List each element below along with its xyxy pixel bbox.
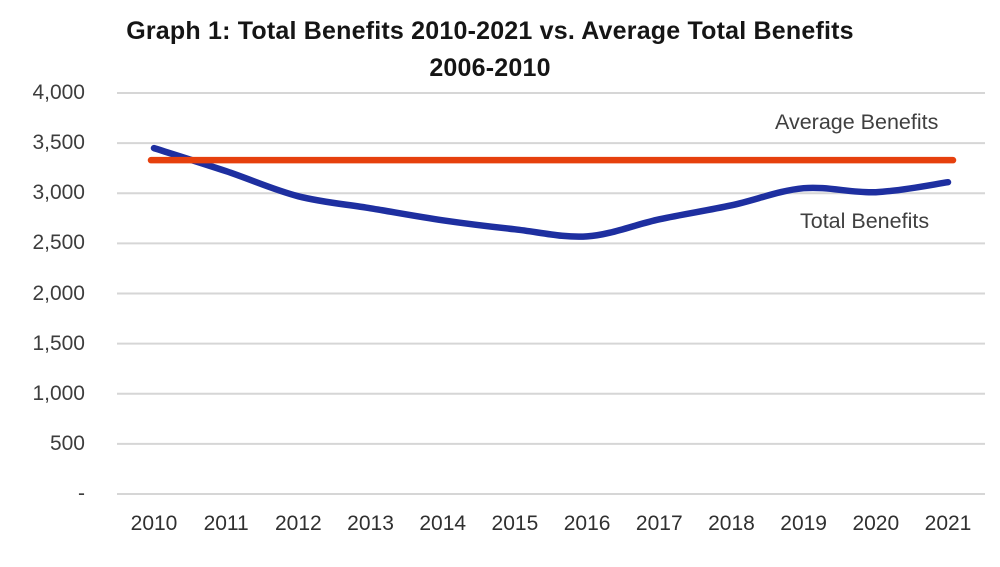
y-tick-label-0: - <box>78 482 85 505</box>
series-label-average-benefits: Average Benefits <box>775 110 939 134</box>
x-tick-label-2021: 2021 <box>924 512 972 535</box>
series-label-total-benefits: Total Benefits <box>800 209 930 233</box>
x-tick-label-2019: 2019 <box>780 512 827 535</box>
y-tick-label-3000: 3,000 <box>32 181 85 205</box>
x-tick-label-2016: 2016 <box>563 512 611 535</box>
x-tick-label-2014: 2014 <box>419 512 467 535</box>
chart-title-line2: 2006-2010 <box>429 54 551 82</box>
chart-title: Graph 1: Total Benefits 2010-2021 vs. Av… <box>0 13 980 87</box>
total-benefits-line <box>150 144 952 240</box>
x-tick-label-2011: 2011 <box>203 512 249 535</box>
chart-title-line1: Graph 1: Total Benefits 2010-2021 vs. Av… <box>126 17 854 45</box>
y-tick-label-1500: 1,500 <box>32 331 85 355</box>
x-tick-label-2015: 2015 <box>491 512 539 535</box>
y-tick-label-2500: 2,500 <box>32 231 85 255</box>
y-tick-label-4000: 4,000 <box>32 81 85 104</box>
x-tick-label-2010: 2010 <box>130 512 178 535</box>
y-tick-label-3500: 3,500 <box>32 131 85 155</box>
x-tick-label-2020: 2020 <box>852 512 900 535</box>
x-tick-label-2017: 2017 <box>635 512 683 535</box>
x-tick-label-2013: 2013 <box>347 512 394 535</box>
y-tick-label-1000: 1,000 <box>32 381 85 405</box>
x-tick-label-2018: 2018 <box>708 512 755 535</box>
y-tick-label-500: 500 <box>49 431 85 455</box>
y-tick-label-2000: 2,000 <box>32 281 85 305</box>
x-tick-label-2012: 2012 <box>275 512 322 535</box>
